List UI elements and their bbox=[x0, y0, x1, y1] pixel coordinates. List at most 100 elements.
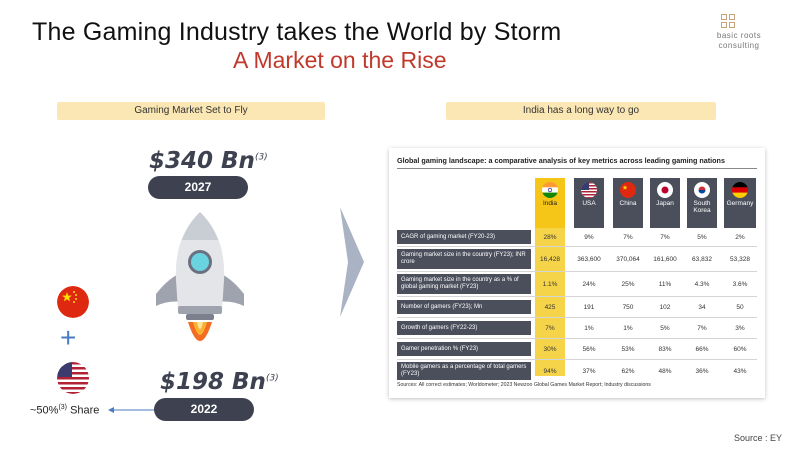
cell-japan: 11% bbox=[658, 280, 672, 288]
share-suffix: Share bbox=[67, 404, 100, 417]
row-divider bbox=[397, 271, 757, 272]
cell-usa: 24% bbox=[582, 280, 596, 288]
cell-china: 53% bbox=[621, 345, 635, 353]
page-title: The Gaming Industry takes the World by S… bbox=[32, 18, 562, 46]
germany-flag-icon bbox=[732, 182, 748, 198]
table-title: Global gaming landscape: a comparative a… bbox=[397, 156, 725, 165]
market-value-2022-text: $198 Bn bbox=[160, 369, 266, 395]
column-header-usa: USA bbox=[574, 178, 604, 228]
row-divider bbox=[397, 359, 757, 360]
logo-icon bbox=[721, 14, 735, 28]
table-source-note: Sources: All correct estimates; Worldome… bbox=[397, 382, 651, 388]
logo-line2: consulting bbox=[718, 41, 760, 50]
cell-china: 370,064 bbox=[616, 255, 640, 263]
cell-china: 750 bbox=[622, 303, 634, 311]
cell-south-korea: 5% bbox=[697, 233, 707, 241]
cell-usa: 363,600 bbox=[577, 255, 601, 263]
row-divider bbox=[397, 338, 757, 339]
row-label: Mobile gamers as a percentage of total g… bbox=[397, 362, 531, 380]
column-label-japan: Japan bbox=[656, 200, 674, 207]
table-row: Gamer penetration % (FY23) 30% 56% 53% 8… bbox=[397, 339, 757, 359]
column-header-south-korea: South Korea bbox=[687, 178, 717, 228]
footer-source: Source : EY bbox=[733, 433, 782, 443]
china-flag-small-icon bbox=[620, 182, 636, 198]
year-badge-2022: 2022 bbox=[154, 398, 254, 421]
row-label: Gamer penetration % (FY23) bbox=[397, 342, 531, 356]
cell-india: 16,428 bbox=[540, 255, 560, 263]
cell-germany: 3.6% bbox=[732, 280, 748, 288]
cell-india: 1.1% bbox=[542, 280, 558, 288]
market-value-2027-text: $340 Bn bbox=[149, 148, 255, 174]
share-prefix: ~50% bbox=[30, 404, 59, 417]
logo-text: basic roots consulting bbox=[704, 31, 774, 51]
cell-japan: 7% bbox=[660, 233, 670, 241]
column-header-japan: Japan bbox=[650, 178, 680, 228]
cell-south-korea: 7% bbox=[697, 324, 707, 332]
table-title-rule bbox=[397, 168, 757, 169]
chevron-right-icon bbox=[340, 207, 364, 317]
market-value-2027: $340 Bn(3) bbox=[149, 148, 268, 174]
market-value-2027-sup: (3) bbox=[254, 152, 268, 163]
row-divider bbox=[397, 246, 757, 247]
cell-usa: 191 bbox=[583, 303, 595, 311]
column-header-germany: Germany bbox=[724, 178, 756, 228]
table-body: CAGR of gaming market (FY20-23) 28% 9% 7… bbox=[397, 228, 757, 382]
cell-germany: 50 bbox=[736, 303, 744, 311]
year-badge-2027: 2027 bbox=[148, 176, 248, 199]
column-header-india: India bbox=[535, 178, 565, 228]
share-arrow-icon bbox=[108, 407, 154, 413]
plus-sign: + bbox=[60, 322, 77, 353]
row-divider bbox=[397, 317, 757, 318]
row-divider bbox=[397, 296, 757, 297]
cell-germany: 3% bbox=[735, 324, 745, 332]
cell-south-korea: 34 bbox=[698, 303, 706, 311]
cell-usa: 1% bbox=[584, 324, 594, 332]
china-flag-icon bbox=[57, 286, 89, 318]
cell-germany: 43% bbox=[733, 367, 747, 375]
cell-china: 1% bbox=[623, 324, 633, 332]
cell-japan: 5% bbox=[660, 324, 670, 332]
cell-china: 62% bbox=[621, 367, 635, 375]
table-row: Gaming market size in the country as a %… bbox=[397, 272, 757, 296]
cell-india: 425 bbox=[544, 303, 556, 311]
cell-south-korea: 66% bbox=[695, 345, 709, 353]
cell-india: 94% bbox=[543, 367, 557, 375]
japan-flag-icon bbox=[657, 182, 673, 198]
logo-line1: basic roots bbox=[716, 31, 762, 40]
row-label: Growth of gamers (FY22-23) bbox=[397, 321, 531, 335]
row-label: Gaming market size in the country as a %… bbox=[397, 274, 531, 294]
cell-japan: 161,600 bbox=[653, 255, 677, 263]
south-korea-flag-icon bbox=[694, 182, 710, 198]
india-highlight-column bbox=[535, 228, 565, 376]
cell-usa: 56% bbox=[582, 345, 596, 353]
table-row: Mobile gamers as a percentage of total g… bbox=[397, 360, 757, 382]
share-text: ~50%(3) Share bbox=[30, 404, 99, 417]
rocket-icon bbox=[156, 212, 244, 341]
cell-south-korea: 4.3% bbox=[694, 280, 710, 288]
cell-south-korea: 36% bbox=[695, 367, 709, 375]
cell-germany: 60% bbox=[733, 345, 747, 353]
usa-flag-icon bbox=[57, 362, 89, 394]
column-label-india: India bbox=[542, 200, 558, 207]
right-section-label: India has a long way to go bbox=[446, 102, 716, 120]
india-flag-icon bbox=[542, 182, 558, 198]
left-section-label: Gaming Market Set to Fly bbox=[57, 102, 325, 120]
cell-germany: 2% bbox=[735, 233, 745, 241]
cell-japan: 102 bbox=[659, 303, 671, 311]
market-value-2022: $198 Bn(3) bbox=[160, 369, 279, 395]
cell-japan: 48% bbox=[658, 367, 672, 375]
cell-japan: 83% bbox=[658, 345, 672, 353]
cell-india: 28% bbox=[543, 233, 557, 241]
page-subtitle: A Market on the Rise bbox=[233, 47, 447, 73]
cell-south-korea: 63,832 bbox=[692, 255, 712, 263]
column-label-germany: Germany bbox=[726, 200, 754, 207]
row-label: CAGR of gaming market (FY20-23) bbox=[397, 230, 531, 244]
table-row: Number of gamers (FY23); Mn 425 191 750 … bbox=[397, 297, 757, 317]
column-label-south-korea: South Korea bbox=[693, 200, 711, 214]
cell-germany: 53,328 bbox=[730, 255, 750, 263]
usa-flag-small-icon bbox=[581, 182, 597, 198]
table-row: Gaming market size in the country (FY23)… bbox=[397, 247, 757, 271]
cell-china: 25% bbox=[621, 280, 635, 288]
column-label-china: China bbox=[619, 200, 637, 207]
column-header-china: China bbox=[613, 178, 643, 228]
